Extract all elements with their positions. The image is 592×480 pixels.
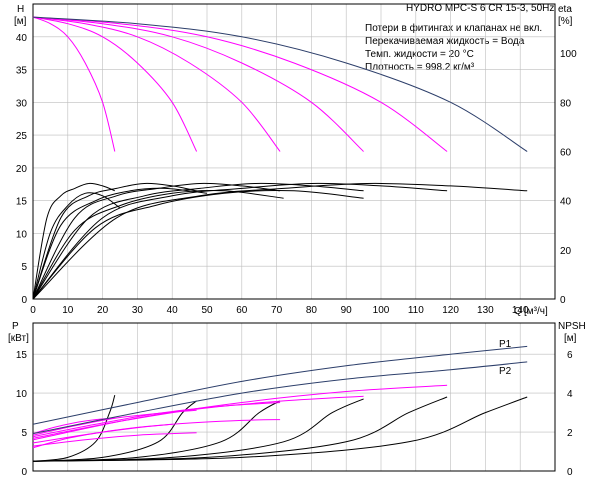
power-curve-4 xyxy=(32,384,448,441)
eta-axis-unit: [%] xyxy=(558,16,573,27)
power-curve-6 xyxy=(32,432,197,447)
q-axis-unit: [м³/ч] xyxy=(524,306,548,317)
npsh-curve-5 xyxy=(32,396,528,462)
eta-tick-label-4: 80 xyxy=(560,98,572,109)
x-tick-label-11: 110 xyxy=(408,305,424,316)
efficiency-curve-4 xyxy=(32,182,448,300)
power-curve-0 xyxy=(32,417,115,435)
h-tick-label-4: 20 xyxy=(16,164,28,175)
x-tick-label-0: 0 xyxy=(30,305,36,316)
x-tick-label-9: 90 xyxy=(341,305,353,316)
q-axis-label: Q xyxy=(514,306,522,317)
npsh-curve-1 xyxy=(32,400,197,462)
x-tick-label-1: 10 xyxy=(62,305,74,316)
head-curve-4 xyxy=(32,16,448,152)
info-line-3: Темп. жидкости = 20 °C xyxy=(365,49,474,60)
eta-tick-label-3: 60 xyxy=(560,148,572,159)
h-tick-label-3: 15 xyxy=(16,197,28,208)
x-tick-label-5: 50 xyxy=(201,305,213,316)
chart-title: HYDRO MPC-S 6 CR 15-3, 50Hz xyxy=(406,3,554,14)
info-line-2: Перекачиваемая жидкость = Вода xyxy=(365,36,525,47)
efficiency-curve-7 xyxy=(32,187,208,300)
series-label-p1: P1 xyxy=(499,339,512,350)
x-tick-label-10: 100 xyxy=(373,305,390,316)
p-axis-unit: [кВт] xyxy=(8,333,29,344)
x-tick-label-12: 120 xyxy=(442,305,459,316)
bottom-plot-frame xyxy=(32,322,556,472)
efficiency-curve-6 xyxy=(32,192,121,300)
power-curve-7 xyxy=(32,423,173,449)
x-tick-label-4: 40 xyxy=(167,305,179,316)
info-line-4: Плотность = 998.2 кг/м³ xyxy=(365,62,475,73)
npsh-tick-label-3: 6 xyxy=(567,350,573,361)
p-tick-label-0: 0 xyxy=(21,467,27,478)
x-tick-label-7: 70 xyxy=(271,305,283,316)
x-tick-label-8: 80 xyxy=(306,305,318,316)
h-tick-label-1: 5 xyxy=(21,262,27,273)
npsh-tick-label-1: 2 xyxy=(567,428,573,439)
eta-tick-label-0: 0 xyxy=(560,295,566,306)
npsh-tick-label-0: 0 xyxy=(567,467,573,478)
npsh-axis-label: NPSH xyxy=(558,321,586,332)
efficiency-curve-8 xyxy=(32,190,284,300)
p-tick-label-2: 10 xyxy=(16,389,28,400)
series-label-p2: P2 xyxy=(499,366,512,377)
h-tick-label-0: 0 xyxy=(21,295,27,306)
head-curve-3 xyxy=(32,16,364,152)
h-tick-label-5: 25 xyxy=(16,131,28,142)
eta-tick-label-5: 100 xyxy=(560,49,577,60)
h-tick-label-8: 40 xyxy=(16,33,28,44)
p-tick-label-3: 15 xyxy=(16,350,28,361)
x-tick-label-3: 30 xyxy=(132,305,144,316)
efficiency-curve-9 xyxy=(32,190,364,300)
npsh-tick-label-2: 4 xyxy=(567,389,573,400)
efficiency-curve-0 xyxy=(32,182,115,300)
x-tick-label-14: 140 xyxy=(512,305,529,316)
npsh-axis-unit: [м] xyxy=(564,333,577,344)
h-axis-unit: [м] xyxy=(14,16,27,27)
p-axis-label: P xyxy=(12,321,19,332)
x-tick-label-6: 60 xyxy=(236,305,248,316)
head-curve-0 xyxy=(32,16,116,152)
h-tick-label-7: 35 xyxy=(16,66,28,77)
h-axis-label: H xyxy=(17,4,24,15)
plot-layer: 0 10 20 30 40 50 60 70 80 90 100 110 120 130 140051015… xyxy=(16,3,577,478)
power-curve-3 xyxy=(32,395,364,439)
power-curve-p1 xyxy=(32,345,528,425)
x-tick-label-13: 130 xyxy=(477,305,494,316)
p-tick-label-1: 5 xyxy=(21,428,27,439)
head-curve-5 xyxy=(32,16,528,152)
eta-tick-label-1: 20 xyxy=(560,246,572,257)
eta-axis-label: eta xyxy=(558,4,572,15)
eta-tick-label-2: 40 xyxy=(560,197,572,208)
efficiency-curve-5 xyxy=(32,182,528,300)
head-curve-2 xyxy=(32,16,281,152)
power-curve-p2 xyxy=(32,361,528,435)
npsh-curve-4 xyxy=(32,396,448,462)
head-curve-1 xyxy=(32,16,198,152)
top-plot-frame xyxy=(32,3,556,300)
h-tick-label-2: 10 xyxy=(16,229,28,240)
npsh-curve-0 xyxy=(32,394,116,462)
h-tick-label-6: 30 xyxy=(16,98,28,109)
x-tick-label-2: 20 xyxy=(97,305,109,316)
info-line-1: Потери в фитингах и клапанах не вкл. xyxy=(365,22,542,34)
